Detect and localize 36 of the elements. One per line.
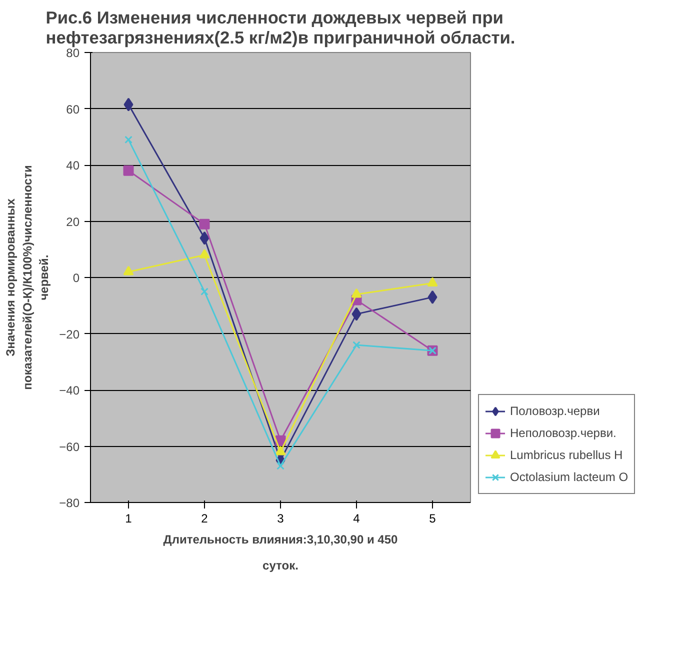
y-tick-label: −40 bbox=[59, 384, 80, 398]
x-axis-title: Длительность влияния:3,10,30,90 и 450 суток. bbox=[163, 532, 398, 572]
legend-label: Половозр.черви bbox=[510, 404, 600, 418]
point bbox=[124, 98, 134, 112]
x-tick-label: 4 bbox=[353, 512, 360, 526]
chart-title: Рис.6 Изменения численности дождевых червей при нефтезагрязнениях(2.5 кг/м2)в приграничной области. bbox=[46, 8, 516, 48]
point bbox=[124, 136, 132, 144]
point bbox=[427, 277, 438, 286]
y-axis-title: Значения нормированных показателей(О-К)/К100%)численности червей. bbox=[4, 165, 52, 390]
y-tick-label: −60 bbox=[59, 440, 80, 454]
y-tick-label: −20 bbox=[59, 327, 80, 342]
point bbox=[428, 290, 438, 304]
y-tick-label: 40 bbox=[66, 158, 80, 172]
x-tick-label: 2 bbox=[201, 512, 208, 526]
legend-label: Octolasium lacteum O bbox=[510, 470, 628, 484]
y-tick-label: −80 bbox=[59, 496, 80, 510]
point bbox=[200, 231, 210, 245]
x-tick-label: 5 bbox=[429, 512, 436, 526]
y-tick-label: 80 bbox=[66, 46, 80, 60]
point bbox=[275, 446, 286, 456]
y-tick-label: 60 bbox=[66, 102, 80, 116]
x-tick-label: 3 bbox=[277, 512, 284, 526]
y-tick-label: 0 bbox=[72, 271, 80, 285]
x-tick-label: 1 bbox=[125, 512, 132, 526]
point bbox=[352, 341, 360, 349]
point bbox=[199, 249, 210, 258]
point bbox=[200, 288, 208, 296]
point bbox=[123, 266, 134, 276]
point bbox=[276, 462, 284, 470]
legend-label: Неполовозр.черви. bbox=[510, 426, 616, 440]
point bbox=[123, 165, 134, 176]
point bbox=[351, 288, 362, 298]
point bbox=[352, 307, 362, 321]
y-tick-label: 20 bbox=[66, 214, 80, 229]
point bbox=[199, 218, 210, 230]
legend-label: Lumbricus rubellus H bbox=[510, 448, 623, 462]
